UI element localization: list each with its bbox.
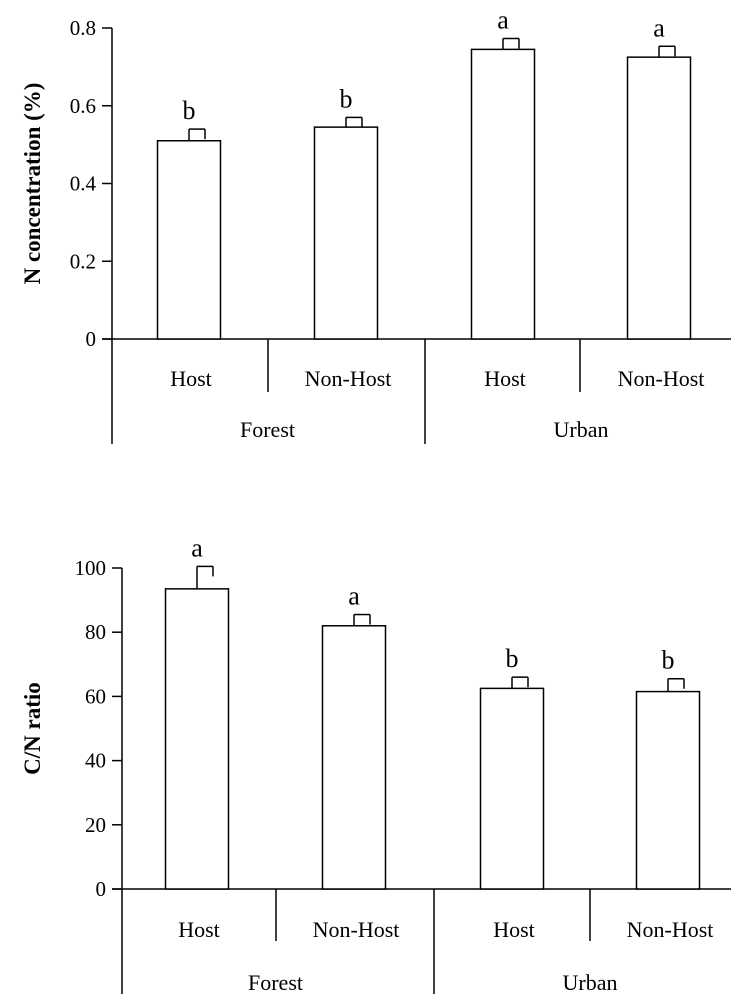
top-y-tick-label: 0 bbox=[86, 327, 97, 351]
bottom-significance-letter: a bbox=[191, 533, 203, 562]
bottom-bar bbox=[635, 690, 701, 890]
bottom-group-label: Forest bbox=[248, 970, 303, 995]
bottom-significance-letter: b bbox=[506, 644, 519, 673]
top-group-label: Urban bbox=[554, 417, 609, 442]
bottom-category-label: Non-Host bbox=[627, 917, 714, 942]
top-bar bbox=[313, 126, 379, 340]
bottom-significance-letter: a bbox=[348, 582, 360, 611]
bottom-category-label: Non-Host bbox=[313, 917, 400, 942]
top-category-label: Host bbox=[484, 366, 526, 391]
bottom-y-tick-label: 80 bbox=[85, 620, 106, 644]
bottom-y-axis-title: C/N ratio bbox=[20, 682, 45, 775]
top-y-tick-label: 0.6 bbox=[70, 94, 96, 118]
top-y-tick-label: 0.2 bbox=[70, 249, 96, 273]
top-category-label: Non-Host bbox=[305, 366, 392, 391]
bottom-y-tick-label: 100 bbox=[75, 556, 107, 580]
bottom-bar bbox=[479, 687, 545, 890]
bottom-group-label: Urban bbox=[563, 970, 618, 995]
bottom-bar bbox=[164, 588, 230, 890]
top-category-label: Host bbox=[170, 366, 212, 391]
top-significance-letter: b bbox=[340, 84, 353, 113]
top-significance-letter: b bbox=[183, 96, 196, 125]
bottom-significance-letter: b bbox=[662, 646, 675, 675]
top-y-tick-label: 0.4 bbox=[70, 172, 97, 196]
top-bar bbox=[156, 139, 222, 340]
bottom-category-label: Host bbox=[493, 917, 535, 942]
top-significance-letter: a bbox=[653, 13, 665, 42]
bottom-y-tick-label: 60 bbox=[85, 684, 106, 708]
top-bar bbox=[626, 56, 692, 340]
bottom-y-tick-label: 40 bbox=[85, 749, 106, 773]
top-y-axis-title: N concentration (%) bbox=[20, 83, 45, 285]
top-category-label: Non-Host bbox=[618, 366, 705, 391]
bottom-category-label: Host bbox=[178, 917, 220, 942]
bottom-bar bbox=[321, 625, 387, 890]
top-significance-letter: a bbox=[497, 5, 509, 34]
top-group-label: Forest bbox=[240, 417, 295, 442]
bottom-y-tick-label: 20 bbox=[85, 813, 106, 837]
bottom-y-tick-label: 0 bbox=[96, 877, 107, 901]
top-y-tick-label: 0.8 bbox=[70, 16, 96, 40]
top-bar bbox=[470, 48, 536, 340]
